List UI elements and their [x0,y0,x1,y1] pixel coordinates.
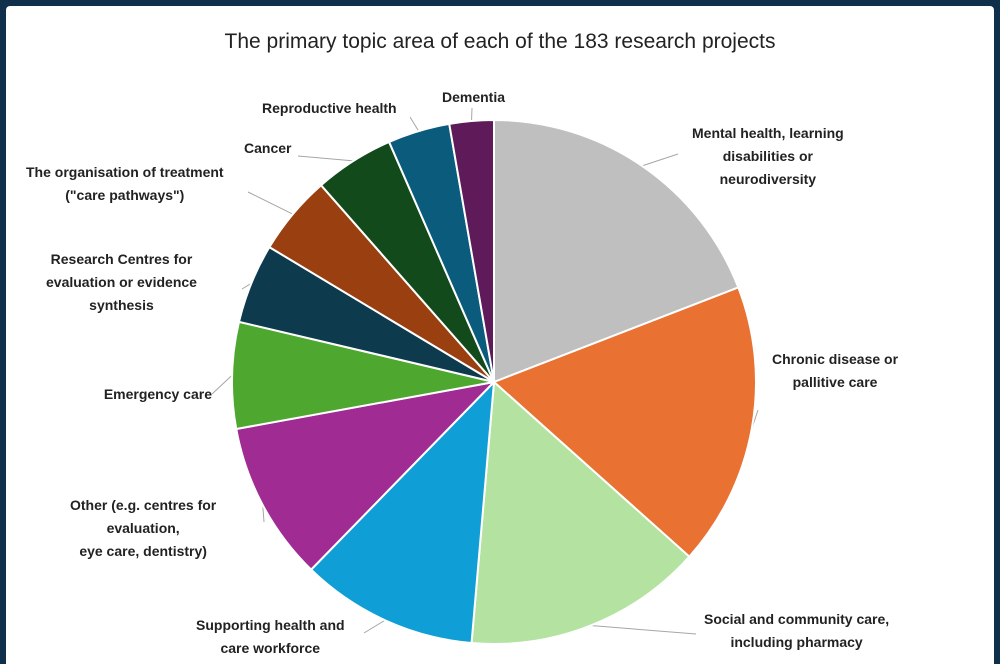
label-care-pathways: The organisation of treatment ("care pat… [26,164,224,203]
pie-slice-dementia [448,118,495,383]
pie-slice-chronic-disease [492,286,757,559]
leader-line-mental-health [641,153,679,167]
label-dementia: Dementia [442,89,506,105]
pie-slice-social-community-care [470,379,691,645]
leader-line-research-centres [241,282,252,290]
leader-line-care-pathways [247,191,294,215]
label-workforce: Supporting health and care workforce [196,617,345,656]
pie-slice-mental-health [493,118,740,384]
leader-line-other [262,505,265,523]
leader-line-workforce [363,619,386,634]
label-chronic-disease: Chronic disease or pallitive care [772,351,899,390]
label-research-centres: Research Centres for evaluation or evide… [46,251,197,313]
leader-line-emergency-care [211,374,233,395]
pie-slice-workforce [309,379,496,645]
leader-line-social-community-care [590,625,697,635]
pie-slice-other [235,380,497,572]
label-cancer: Cancer [244,140,292,156]
label-emergency-care: Emergency care [103,386,212,402]
chart-title: The primary topic area of each of the 18… [224,30,776,53]
leader-lines [211,107,759,635]
leader-line-reproductive-health [409,116,420,132]
pie-slice-emergency-care [231,320,495,431]
label-other: Other (e.g. centres for evaluation, eye … [70,497,217,559]
label-reproductive-health: Reproductive health [262,100,397,116]
leader-line-cancer [297,155,354,162]
pie-chart [211,107,759,645]
pie-slices [231,118,757,645]
label-social-community-care: Social and community care, including pha… [704,611,890,650]
label-mental-health: Mental health, learning disabilities or … [692,125,844,187]
chart-frame: The primary topic area of each of the 18… [6,6,994,664]
